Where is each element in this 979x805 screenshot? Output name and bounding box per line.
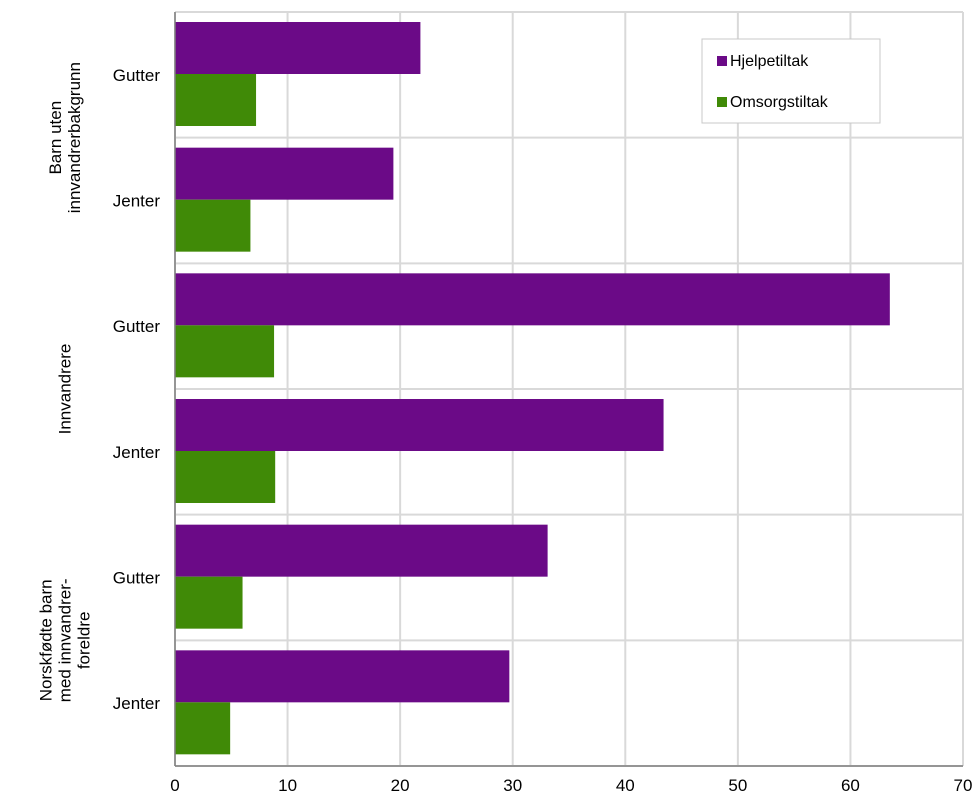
group-label-2-line-0: Norskfødte barn xyxy=(36,579,55,701)
x-tick-label-10: 10 xyxy=(278,776,297,795)
bar-omsorgstiltak-2 xyxy=(175,325,275,378)
category-label-0: Gutter xyxy=(113,66,161,85)
category-label-3: Jenter xyxy=(113,443,161,462)
axes xyxy=(174,12,963,767)
x-tick-labels: 0 10 20 30 40 50 60 70 xyxy=(170,776,972,795)
category-labels: Gutter Jenter Gutter Jenter Gutter Jenter xyxy=(113,66,161,713)
group-separators xyxy=(175,11,963,767)
bar-omsorgstiltak-3 xyxy=(175,451,276,503)
bar-hjelpetiltak-3 xyxy=(175,399,664,451)
bar-omsorgstiltak-0 xyxy=(175,74,257,126)
bar-omsorgstiltak-4 xyxy=(175,576,243,629)
legend-label-hjelpetiltak: Hjelpetiltak xyxy=(730,53,809,70)
legend-swatch-hjelpetiltak xyxy=(717,56,727,66)
x-tick-label-70: 70 xyxy=(954,776,973,795)
bar-hjelpetiltak-0 xyxy=(175,22,421,74)
x-tick-label-60: 60 xyxy=(841,776,860,795)
x-tick-label-20: 20 xyxy=(391,776,410,795)
bar-omsorgstiltak-5 xyxy=(175,702,231,755)
bar-hjelpetiltak-1 xyxy=(175,147,394,200)
category-label-2: Gutter xyxy=(113,317,161,336)
group-label-0-line-0: Barn uten xyxy=(46,101,65,175)
legend: Hjelpetiltak Omsorgstiltak xyxy=(701,38,881,124)
group-label-1-line-0: Innvandrere xyxy=(55,344,74,435)
x-tick-label-30: 30 xyxy=(503,776,522,795)
group-label-2-line-2: foreldre xyxy=(74,612,93,670)
category-label-4: Gutter xyxy=(113,569,161,588)
x-tick-label-40: 40 xyxy=(616,776,635,795)
category-label-1: Jenter xyxy=(113,192,161,211)
bar-hjelpetiltak-4 xyxy=(175,524,548,577)
group-labels: Barn uten innvandrerbakgrunn Innvandrere No… xyxy=(36,62,93,702)
bars xyxy=(175,22,890,755)
legend-swatch-omsorgstiltak xyxy=(717,97,727,107)
group-label-0-line-1: innvandrerbakgrunn xyxy=(65,62,84,213)
group-label-2-line-1: med innvandrer- xyxy=(55,578,74,702)
category-label-5: Jenter xyxy=(113,694,161,713)
bar-hjelpetiltak-2 xyxy=(175,273,890,326)
x-tick-label-50: 50 xyxy=(728,776,747,795)
bar-hjelpetiltak-5 xyxy=(175,650,510,703)
x-tick-label-0: 0 xyxy=(170,776,179,795)
bar-omsorgstiltak-1 xyxy=(175,199,251,252)
legend-box xyxy=(701,38,881,124)
legend-label-omsorgstiltak: Omsorgstiltak xyxy=(730,94,829,111)
